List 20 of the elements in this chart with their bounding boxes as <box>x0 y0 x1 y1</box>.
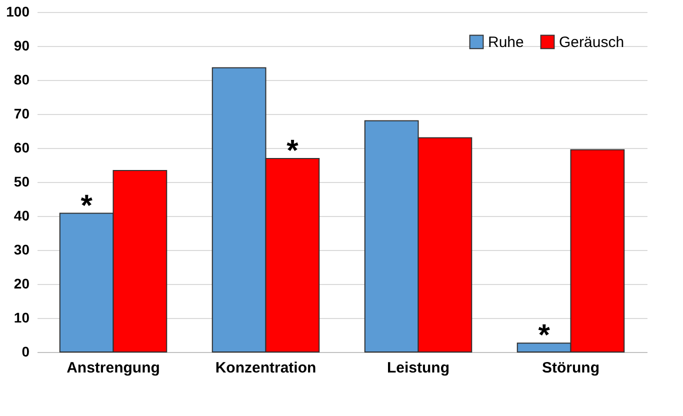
annotation: * <box>80 189 93 222</box>
annotation: * <box>286 134 299 168</box>
annotation: * <box>538 319 550 352</box>
y-tick-label: 70 <box>14 106 30 122</box>
y-tick-label: 10 <box>14 310 30 326</box>
x-tick-label: Anstrengung <box>66 360 160 376</box>
y-tick-label: 90 <box>14 38 30 54</box>
x-tick-label: Konzentration <box>215 360 316 376</box>
y-tick-label: 30 <box>14 242 30 258</box>
y-tick-label: 80 <box>14 72 30 88</box>
y-tick-label: 50 <box>14 174 30 190</box>
y-tick-label: 40 <box>14 208 30 224</box>
y-tick-label: 60 <box>14 140 30 156</box>
x-tick-label: Leistung <box>387 360 450 376</box>
x-tick-label: Störung <box>542 360 600 376</box>
y-tick-label: 20 <box>14 276 30 292</box>
legend-label: Geräusch <box>559 34 624 51</box>
y-tick-label: 100 <box>6 4 30 20</box>
y-tick-label: 0 <box>22 344 30 360</box>
legend-label: Ruhe <box>488 34 524 51</box>
